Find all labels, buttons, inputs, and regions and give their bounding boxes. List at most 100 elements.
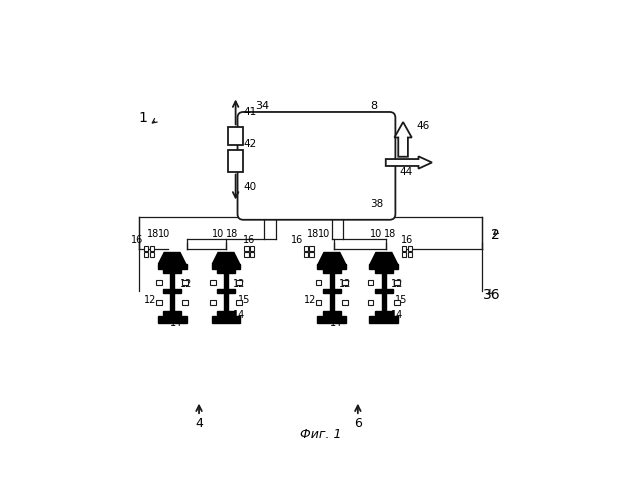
Polygon shape <box>330 268 334 315</box>
FancyArrow shape <box>394 122 412 156</box>
Text: 1: 1 <box>139 110 148 124</box>
Bar <box>304 252 308 256</box>
Polygon shape <box>374 288 393 293</box>
Text: 12: 12 <box>304 294 316 304</box>
Polygon shape <box>158 252 186 264</box>
Bar <box>156 280 162 285</box>
Text: 36: 36 <box>483 288 501 302</box>
Polygon shape <box>318 252 346 264</box>
Bar <box>316 280 321 285</box>
Bar <box>408 246 412 251</box>
Polygon shape <box>382 268 386 315</box>
Bar <box>304 246 308 251</box>
Text: 12: 12 <box>144 294 157 304</box>
Bar <box>210 280 216 285</box>
Text: 8: 8 <box>371 102 378 112</box>
Bar <box>228 128 243 144</box>
Polygon shape <box>211 316 241 323</box>
Polygon shape <box>217 288 235 293</box>
Bar <box>149 252 154 256</box>
Bar <box>368 300 374 305</box>
Text: 10: 10 <box>370 229 382 239</box>
Text: 6: 6 <box>354 416 362 430</box>
Polygon shape <box>374 268 393 273</box>
Text: 2: 2 <box>491 228 500 242</box>
Text: 10: 10 <box>212 229 224 239</box>
Text: 34: 34 <box>256 102 269 112</box>
Text: 16: 16 <box>291 235 303 245</box>
Bar <box>394 280 399 285</box>
Bar <box>182 300 188 305</box>
Text: 38: 38 <box>371 200 384 209</box>
Polygon shape <box>170 268 174 315</box>
Text: 12: 12 <box>391 279 403 289</box>
Text: Фиг. 1: Фиг. 1 <box>299 428 341 440</box>
Bar <box>144 246 148 251</box>
Polygon shape <box>374 310 393 315</box>
Bar <box>249 246 254 251</box>
Bar <box>402 246 406 251</box>
Text: 18: 18 <box>226 229 238 239</box>
Bar <box>210 300 216 305</box>
Bar <box>144 252 148 256</box>
Bar <box>182 280 188 285</box>
Polygon shape <box>224 268 228 315</box>
Text: 14: 14 <box>170 318 182 328</box>
Bar <box>156 300 162 305</box>
Bar <box>402 252 406 256</box>
Text: 10: 10 <box>158 229 171 239</box>
Bar <box>244 246 249 251</box>
Bar <box>149 246 154 251</box>
Polygon shape <box>370 252 398 264</box>
Polygon shape <box>213 252 240 264</box>
Polygon shape <box>322 268 341 273</box>
Text: 40: 40 <box>243 182 256 192</box>
Text: 42: 42 <box>243 138 257 148</box>
Bar <box>394 300 399 305</box>
Text: 41: 41 <box>243 107 257 117</box>
Polygon shape <box>158 264 186 268</box>
Bar <box>368 280 374 285</box>
Text: 14: 14 <box>330 318 342 328</box>
Bar <box>408 252 412 256</box>
Text: 16: 16 <box>243 235 255 245</box>
Polygon shape <box>217 268 235 273</box>
Bar <box>228 150 243 172</box>
Bar <box>342 300 348 305</box>
Polygon shape <box>158 316 186 323</box>
Polygon shape <box>318 264 346 268</box>
Text: 12: 12 <box>339 279 351 289</box>
FancyBboxPatch shape <box>238 112 396 220</box>
Polygon shape <box>369 316 398 323</box>
Bar <box>249 252 254 256</box>
Polygon shape <box>163 310 181 315</box>
Polygon shape <box>217 310 235 315</box>
Polygon shape <box>163 288 181 293</box>
Text: 18: 18 <box>384 229 396 239</box>
Text: 15: 15 <box>238 294 250 304</box>
Text: 46: 46 <box>416 121 430 131</box>
FancyArrow shape <box>386 156 432 168</box>
Text: 16: 16 <box>131 235 144 245</box>
Text: 18: 18 <box>147 229 159 239</box>
Bar <box>309 252 314 256</box>
Bar <box>316 300 321 305</box>
Polygon shape <box>369 264 398 268</box>
Bar <box>236 300 242 305</box>
Text: 16: 16 <box>401 235 413 245</box>
Text: 10: 10 <box>318 229 330 239</box>
Bar <box>236 280 242 285</box>
Text: 44: 44 <box>399 167 412 177</box>
Bar <box>244 252 249 256</box>
Text: 12: 12 <box>233 279 245 289</box>
Text: 14: 14 <box>391 310 403 320</box>
Polygon shape <box>211 264 241 268</box>
Text: 4: 4 <box>195 416 203 430</box>
Polygon shape <box>322 288 341 293</box>
Polygon shape <box>163 268 181 273</box>
Bar <box>342 280 348 285</box>
Text: 14: 14 <box>233 310 245 320</box>
Polygon shape <box>322 310 341 315</box>
Text: 15: 15 <box>396 294 408 304</box>
Polygon shape <box>318 316 346 323</box>
